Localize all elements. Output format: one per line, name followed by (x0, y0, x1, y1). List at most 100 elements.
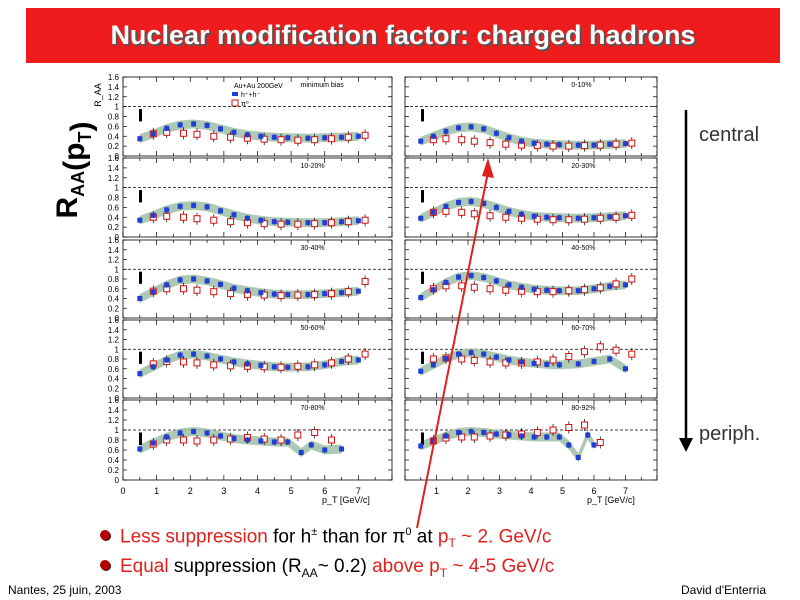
centrality-arrow-head (679, 438, 693, 452)
panel-30-40--hadron-point (285, 292, 290, 297)
panel-30-40--hadron-point (258, 290, 263, 295)
panel-minimum-bias-hadron-point (322, 135, 327, 140)
panel-10-20--hadron-point (205, 204, 210, 209)
y-axis-title-part: R (51, 197, 84, 219)
panel-30-40--frame (123, 240, 392, 318)
panel-10-20--hadron-point (339, 219, 344, 224)
xtick-label: 5 (560, 486, 565, 496)
panel-70-80--hadron-point (151, 441, 156, 446)
panel-30-40--pi0-point (211, 289, 217, 295)
panel-20-30--hadron-point (506, 209, 511, 214)
panel-20-30--pi0-point (582, 216, 588, 222)
xtick-label: 3 (221, 486, 226, 496)
panel-20-30--pi0-point (503, 214, 509, 220)
panel-70-80--pi0-point (312, 430, 318, 436)
ytick-label: 0.6 (108, 285, 120, 294)
y-axis-title-part: ) (65, 122, 98, 132)
ytick-label: 1 (115, 103, 120, 112)
panel-0-10--hadron-point (456, 125, 461, 130)
panel-minimum-bias-hadron-point (191, 121, 196, 126)
ytick-label: 0.2 (108, 142, 120, 151)
panel-40-50--pi0-point (550, 289, 556, 295)
bullet-2-part: Equal (120, 556, 169, 577)
legend-hadron-marker (232, 92, 238, 96)
panel-70-80--hadron-point (339, 447, 344, 452)
bullet-1-part: T (448, 536, 455, 550)
panel-50-60--hadron-point (322, 362, 327, 367)
panel-80-92--hadron-point (566, 443, 571, 448)
ytick-label: 0.4 (108, 375, 120, 384)
panel-50-60--hadron-point (205, 354, 210, 359)
panel-70-80--hadron-point (164, 435, 169, 440)
x-axis-title: p_T [GeV/c] (322, 495, 370, 505)
panel-50-60--hadron-point (305, 364, 310, 369)
ytick-label: 1.4 (108, 246, 120, 255)
footer-date: Nantes, 25 juin, 2003 (8, 583, 121, 597)
panel-0-10--pi0-point (597, 142, 603, 148)
panel-minimum-bias-pi0-point (194, 131, 200, 137)
panel-70-80--pi0-point (211, 437, 217, 443)
panel-20-30--hadron-point (519, 212, 524, 217)
ytick-label: 0.4 (108, 132, 120, 141)
xtick-label: 4 (255, 486, 260, 496)
panel-80-92--hadron-point (494, 432, 499, 437)
panel-70-80--hadron-point (245, 438, 250, 443)
panel-30-40--label: 30-40% (301, 245, 325, 252)
panel-60-70--hadron-point (456, 352, 461, 357)
ytick-label: 1 (115, 426, 120, 435)
panel-10-20--hadron-point (285, 220, 290, 225)
panel-10-20--pi0-point (228, 219, 234, 225)
panel-20-30--hadron-point (557, 215, 562, 220)
panel-30-40--pi0-point (328, 291, 334, 297)
ytick-label: 1.4 (108, 83, 120, 92)
bullet-1: Less suppression for h± than for π0 at p… (100, 526, 660, 550)
panel-minimum-bias-hadron-point (272, 135, 277, 140)
panel-40-50--pi0-point (629, 276, 635, 282)
panel-30-40--hadron-point (245, 288, 250, 293)
periph-label: periph. (699, 423, 760, 446)
panel-80-92--hadron-point (592, 443, 597, 448)
panel-50-60--hadron-point (258, 363, 263, 368)
panel-20-30--pi0-point (487, 213, 493, 219)
panel-40-50--hadron-point (481, 275, 486, 280)
ytick-label: 0 (115, 476, 120, 485)
panel-60-70--pi0-point (471, 357, 477, 363)
panel-10-20--pi0-point (181, 214, 187, 220)
panel-50-60--hadron-point (164, 357, 169, 362)
ytick-label: 1 (115, 345, 120, 354)
panel-40-50--pi0-point (487, 286, 493, 292)
panel-0-10--pi0-point (629, 140, 635, 146)
panel-20-30--hadron-point (592, 215, 597, 220)
panel-minimum-bias-pi0-point (228, 134, 234, 140)
panel-30-40--pi0-point (228, 291, 234, 297)
ytick-label: 1.6 (108, 396, 120, 405)
panel-30-40--hadron-point (151, 289, 156, 294)
panel-60-70--label: 60-70% (571, 325, 595, 332)
panel-minimum-bias-hadron-point (285, 135, 290, 140)
panel-50-60--hadron-point (178, 353, 183, 358)
y-axis-title-part: (p (58, 143, 91, 171)
ytick-label: 1.6 (108, 316, 120, 325)
panel-20-30--norm-bar (421, 190, 424, 202)
ytick-label: 1 (115, 265, 120, 274)
legend-pi0-text: π⁰ (241, 100, 249, 108)
panel-10-20--norm-bar (139, 190, 142, 202)
panel-10-20--pi0-point (164, 213, 170, 219)
panel-10-20--hadron-point (231, 212, 236, 217)
small-ylabel-text: R_AA (93, 83, 103, 107)
panel-0-10--pi0-point (487, 140, 493, 146)
ytick-label: 1.2 (108, 336, 120, 345)
panel-60-70--hadron-point (418, 369, 423, 374)
panel-60-70--hadron-point (544, 362, 549, 367)
panel-50-60--hadron-point (191, 352, 196, 357)
xtick-label: 5 (289, 486, 294, 496)
panel-70-80--label: 70-80% (301, 405, 325, 412)
panel-70-80--pi0-point (295, 432, 301, 438)
panel-50-60--hadron-point (231, 359, 236, 364)
panel-40-50--pi0-point (503, 287, 509, 293)
panel-minimum-bias-hadron-point (258, 134, 263, 139)
panel-50-60--hadron-point (285, 365, 290, 370)
panel-40-50--pi0-point (597, 285, 603, 291)
bullet-1-part: at (411, 526, 437, 547)
central-label: central (699, 124, 759, 147)
